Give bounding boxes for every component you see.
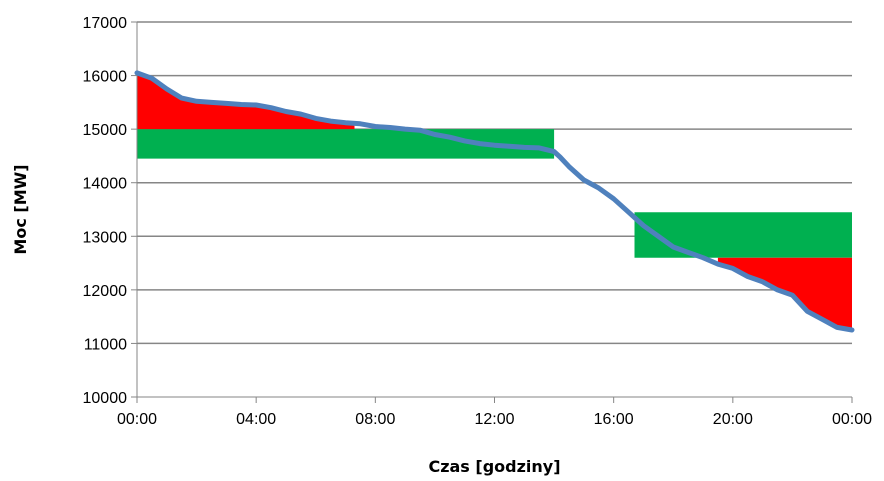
x-tick-label: 12:00: [474, 411, 514, 428]
x-tick-label: 16:00: [594, 411, 634, 428]
green-band: [634, 212, 852, 258]
tick-labels: 10000 11000 12000 13000 14000 15000 16000 17000…: [83, 15, 873, 428]
y-tick-label: 12000: [83, 283, 128, 300]
grid: [137, 21, 852, 345]
x-tick-label: 08:00: [355, 411, 395, 428]
x-tick-label: 00:00: [117, 411, 157, 428]
series: [134, 70, 855, 333]
y-tick-label: 15000: [83, 122, 128, 139]
x-tick-label: 04:00: [236, 411, 276, 428]
axes: [131, 21, 853, 403]
x-tick-label: 00:00: [832, 411, 872, 428]
y-tick-label: 13000: [83, 229, 128, 246]
load-curve-line: [134, 70, 855, 333]
y-axis-title: Moc [MW]: [11, 164, 30, 254]
y-tick-label: 14000: [83, 176, 128, 193]
x-tick-label: 20:00: [713, 411, 753, 428]
bands: [137, 72, 852, 330]
y-tick-label: 16000: [83, 69, 128, 86]
x-axis-title: Czas [godziny]: [428, 457, 560, 476]
y-tick-label: 17000: [83, 15, 128, 32]
y-tick-label: 11000: [84, 336, 127, 353]
y-tick-label: 10000: [83, 390, 128, 407]
